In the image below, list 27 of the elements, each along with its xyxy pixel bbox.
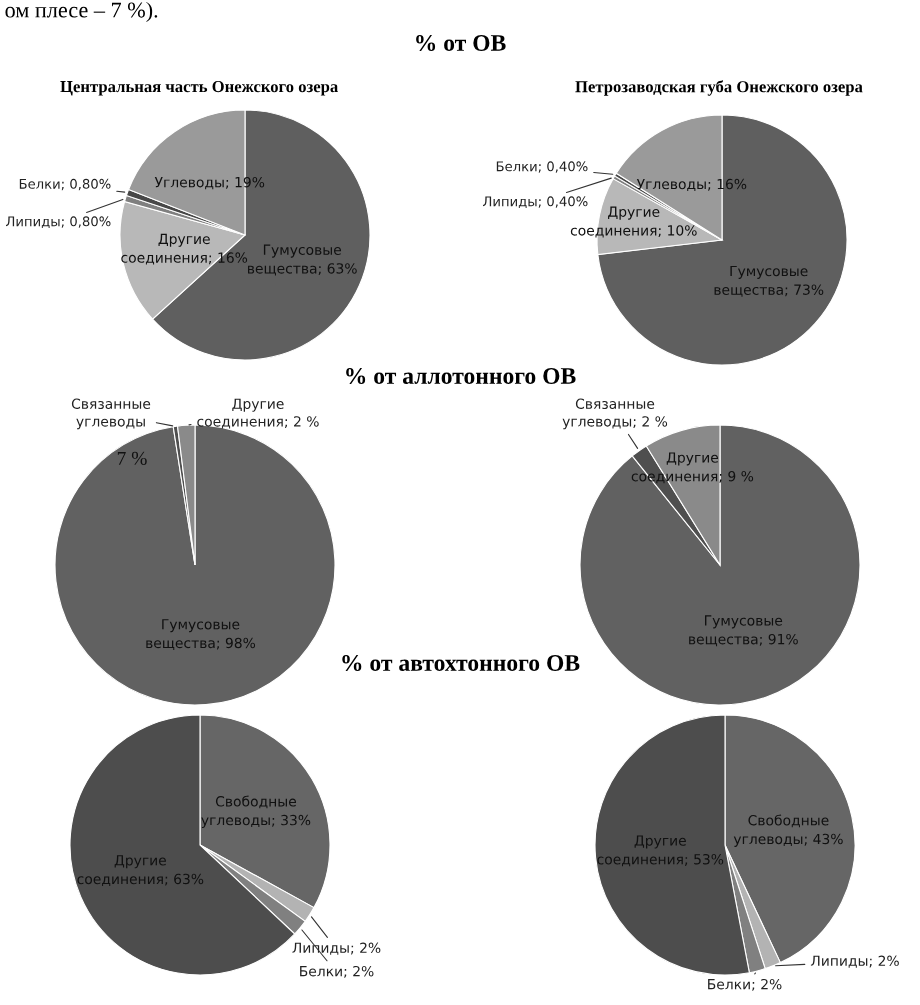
slice-label: Липиды; 0,40% [483,196,588,208]
slice-label: Другие соединения; 63% [77,855,204,886]
slice-label: Гумусовые вещества; 91% [689,615,798,647]
text: 7 % [117,451,147,465]
chart-subtitle: Петрозаводская губа Онежского озера [575,80,863,96]
slice-label: Гумусовые вещества; 98% [146,619,256,650]
text: % от автохтонного ОВ [342,654,580,671]
slice-label: Свободные углеводы; 43% [733,814,843,847]
slice-label: Липиды; 2% [810,955,899,968]
slice-label: Гумусовые вещества; 73% [714,265,824,297]
slice-label: Белки; 2% [300,965,374,978]
text: % от аллотонного ОВ [346,367,576,384]
slice-label: Гумусовые вещества; 63% [248,244,357,276]
text: % от ОВ [416,34,506,51]
slice-label: Связанные углеводы; 2 % [562,398,668,430]
slice-label: Белки; 2% [708,978,782,991]
text: ом плесе – 7 %). [5,1,158,23]
slice-label: Липиды; 0,80% [6,216,111,228]
chart-subtitle: Центральная часть Онежского озера [60,80,338,96]
slice-label: Другие соединения; 16% [121,233,248,265]
slice-label: Белки; 0,40% [496,161,588,173]
slice-label: Другие соединения; 53% [597,835,724,867]
slice-label: Связанные углеводы [71,398,151,430]
slice-label: Другие соединения; 2 % [197,398,319,429]
slice-label: Другие соединения; 10% [570,206,697,238]
slice-label: Свободные углеводы; 33% [201,795,311,828]
slice-label: Белки; 0,80% [19,178,111,191]
